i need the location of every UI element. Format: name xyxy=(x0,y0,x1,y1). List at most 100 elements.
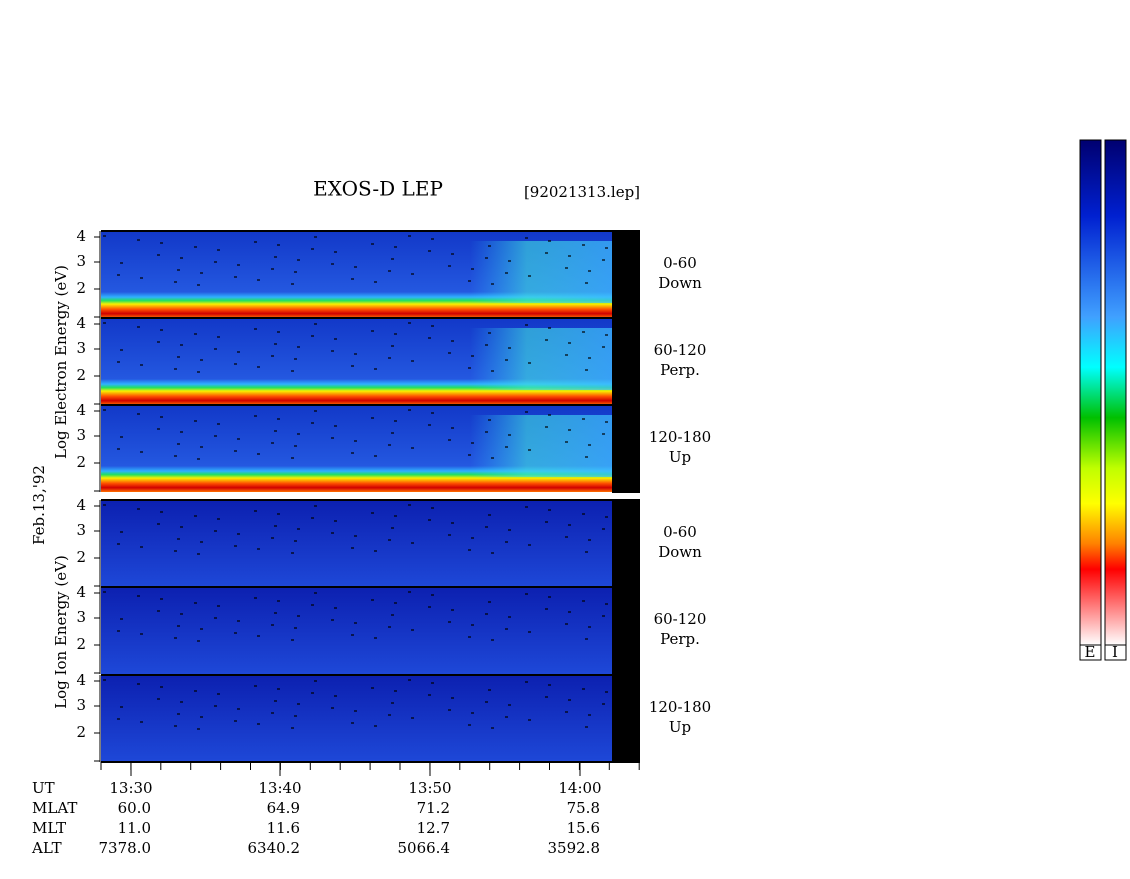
noise xyxy=(528,275,531,277)
y-tick-label: 2 xyxy=(76,279,86,297)
panel-direction: Up xyxy=(669,718,691,736)
noise xyxy=(471,442,474,444)
electron-ylabel: Log Electron Energy (eV) xyxy=(52,265,70,459)
noise xyxy=(237,620,240,622)
noise xyxy=(277,600,280,602)
noise xyxy=(197,284,200,286)
noise xyxy=(174,455,177,457)
noise xyxy=(448,621,451,623)
noise xyxy=(194,602,197,604)
noise xyxy=(582,331,585,333)
noise xyxy=(274,343,277,345)
noise xyxy=(585,282,588,284)
noise xyxy=(331,619,334,621)
y-tick-label: 2 xyxy=(76,366,86,384)
noise xyxy=(394,333,397,335)
noise xyxy=(582,600,585,602)
noise xyxy=(103,591,106,593)
y-tick-label: 3 xyxy=(76,426,86,444)
noise xyxy=(448,709,451,711)
noise xyxy=(174,368,177,370)
noise xyxy=(528,449,531,451)
noise xyxy=(294,540,297,542)
noise xyxy=(548,684,551,686)
noise xyxy=(491,727,494,729)
time-axis-value: 6340.2 xyxy=(248,839,301,857)
time-axis-value: 11.6 xyxy=(267,819,300,837)
noise xyxy=(485,431,488,433)
noise xyxy=(374,637,377,639)
noise xyxy=(314,592,317,594)
row-label: ALT xyxy=(31,839,62,857)
noise xyxy=(394,515,397,517)
noise xyxy=(103,679,106,681)
noise xyxy=(234,276,237,278)
noise xyxy=(488,332,491,334)
noise xyxy=(274,525,277,527)
file-name: [92021313.lep] xyxy=(524,183,640,201)
noise xyxy=(508,260,511,262)
noise xyxy=(391,702,394,704)
noise xyxy=(117,274,120,276)
noise xyxy=(314,323,317,325)
noise xyxy=(605,334,608,336)
noise xyxy=(103,504,106,506)
noise xyxy=(120,262,123,264)
noise xyxy=(274,430,277,432)
noise xyxy=(291,370,294,372)
noise xyxy=(274,612,277,614)
noise xyxy=(548,240,551,242)
noise xyxy=(568,342,571,344)
row-label: MLT xyxy=(32,819,66,837)
noise xyxy=(331,263,334,265)
noise xyxy=(277,244,280,246)
noise xyxy=(311,248,314,250)
noise xyxy=(374,368,377,370)
noise xyxy=(488,245,491,247)
noise xyxy=(177,356,180,358)
noise xyxy=(137,413,140,415)
data-gap-black xyxy=(612,231,640,493)
noise xyxy=(291,639,294,641)
time-axis-value: 60.0 xyxy=(118,799,151,817)
noise xyxy=(157,523,160,525)
noise xyxy=(388,357,391,359)
noise xyxy=(334,425,337,427)
time-axis-value: 71.2 xyxy=(417,799,450,817)
noise xyxy=(314,680,317,682)
noise xyxy=(277,688,280,690)
noise xyxy=(157,698,160,700)
noise xyxy=(334,251,337,253)
noise xyxy=(468,367,471,369)
noise xyxy=(237,351,240,353)
noise xyxy=(468,549,471,551)
noise xyxy=(394,602,397,604)
noise xyxy=(505,359,508,361)
noise xyxy=(197,728,200,730)
noise xyxy=(525,237,528,239)
noise xyxy=(602,703,605,705)
noise xyxy=(565,354,568,356)
noise xyxy=(408,235,411,237)
noise xyxy=(602,346,605,348)
date: Feb.13,'92 xyxy=(30,465,48,545)
noise xyxy=(605,516,608,518)
noise xyxy=(391,258,394,260)
noise xyxy=(565,267,568,269)
noise xyxy=(194,333,197,335)
noise xyxy=(431,238,434,240)
noise xyxy=(568,429,571,431)
colorbar-label: E xyxy=(1085,643,1096,661)
row-label: UT xyxy=(32,779,55,797)
noise xyxy=(371,243,374,245)
y-tick-label: 3 xyxy=(76,608,86,626)
noise xyxy=(528,631,531,633)
noise xyxy=(525,411,528,413)
noise xyxy=(157,341,160,343)
noise xyxy=(217,605,220,607)
noise xyxy=(505,541,508,543)
noise xyxy=(334,607,337,609)
noise xyxy=(588,444,591,446)
noise xyxy=(488,419,491,421)
